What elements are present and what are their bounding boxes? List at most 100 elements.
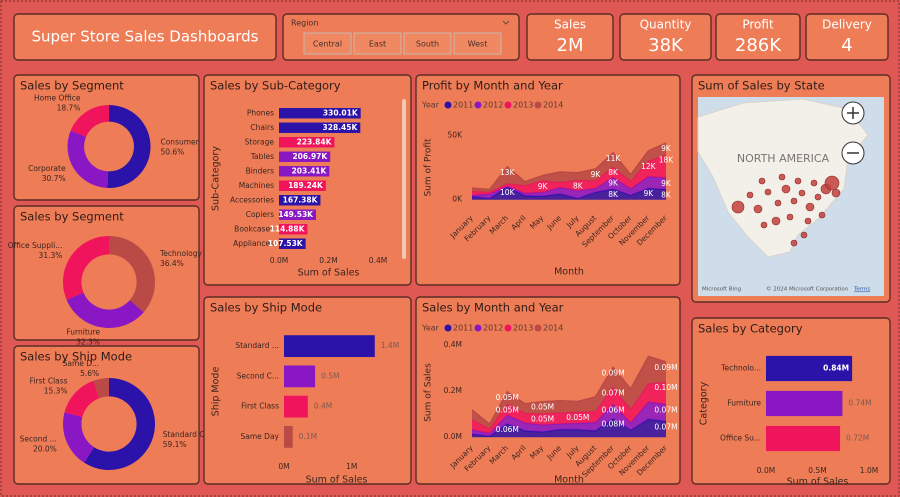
data-label: 9K <box>538 182 549 191</box>
slicer-option[interactable]: South <box>416 40 439 49</box>
legend-label: 2014 <box>543 324 563 333</box>
slice-label: Technology <box>159 249 203 258</box>
bar <box>279 238 306 249</box>
legend-swatch <box>534 324 542 332</box>
donut-slice <box>107 104 151 188</box>
data-label: 11K <box>606 154 622 163</box>
kpi-label: Quantity <box>640 18 692 32</box>
kpi-card <box>805 13 889 61</box>
slice-label: First Class <box>30 376 68 385</box>
map-bubble <box>771 216 781 226</box>
legend-label: 2014 <box>543 101 563 110</box>
map-region-label: NORTH AMERICA <box>737 152 830 165</box>
map-bubble <box>746 191 754 199</box>
area-line <box>471 175 667 196</box>
slice-label: Corporate <box>28 164 66 173</box>
bar <box>279 209 317 220</box>
map-bubble <box>831 188 841 198</box>
data-label: 223.84K <box>297 137 333 146</box>
slice-value: 20.0% <box>33 444 57 453</box>
category-label: Furniture <box>727 399 761 408</box>
slice-label: Same D... <box>63 359 100 368</box>
data-label: 0.74M <box>848 399 871 408</box>
x-tick-label: 0.4M <box>369 256 387 265</box>
data-label: 18K <box>659 156 675 165</box>
data-label: 0.1M <box>299 432 317 441</box>
chart-title: Profit by Month and Year <box>422 79 563 93</box>
scrollbar[interactable] <box>402 99 406 259</box>
y-tick-label: 0.2M <box>444 386 462 395</box>
category-label: Standard ... <box>235 341 279 350</box>
kpi-value: 4 <box>841 35 852 56</box>
data-label: 0.08M <box>602 420 625 429</box>
slice-value: 15.3% <box>44 386 68 395</box>
category-label: First Class <box>241 402 279 411</box>
legend-swatch <box>444 101 452 109</box>
donut-slice <box>64 380 100 417</box>
y-axis-title: Sum of Sales <box>424 363 434 422</box>
data-label: 203.41K <box>292 166 328 175</box>
area <box>472 176 666 199</box>
legend-swatch <box>444 324 452 332</box>
data-label: 9K <box>608 178 619 187</box>
x-tick-label: 0M <box>278 462 289 471</box>
slicer-option[interactable]: Central <box>313 40 342 49</box>
map-bubble <box>764 188 772 196</box>
map-bubble <box>760 221 768 229</box>
category-label: Office Su... <box>720 434 761 443</box>
map-bubble <box>774 199 782 207</box>
area <box>472 402 666 437</box>
y-tick-label: 0.4M <box>444 340 462 349</box>
chart-panel <box>13 74 200 201</box>
slicer-option[interactable]: East <box>369 40 386 49</box>
donut-slice <box>70 105 109 137</box>
bar <box>279 195 321 206</box>
slicer-option[interactable]: West <box>468 40 488 49</box>
donut-slice <box>84 378 156 470</box>
data-label: 0.07M <box>654 422 677 431</box>
kpi-value: 38K <box>648 35 684 56</box>
x-axis-title: Sum of Sales <box>787 477 849 488</box>
slice-value: 32.3% <box>76 337 100 346</box>
x-tick-label: 0.5M <box>808 466 826 475</box>
data-label: 8K <box>608 190 619 199</box>
x-axis-title: Sum of Sales <box>306 475 368 486</box>
data-label: 9K <box>591 170 602 179</box>
dashboard-title: Super Store Sales Dashboards <box>31 28 258 46</box>
data-label: 8K <box>608 168 619 177</box>
map-terms[interactable]: Terms <box>853 287 870 293</box>
legend-label: 2012 <box>483 324 503 333</box>
bar <box>284 425 293 448</box>
map-bubble <box>731 200 745 214</box>
area <box>472 418 666 438</box>
chart-title: Sales by Ship Mode <box>210 301 322 315</box>
map-bubble <box>753 204 763 214</box>
data-label: 0.84M <box>823 364 849 373</box>
data-label: 206.97K <box>292 152 328 161</box>
map-attribution: © 2024 Microsoft Corporation <box>766 286 849 293</box>
data-label: 0.05M <box>531 415 554 424</box>
slicer-title: Region <box>291 19 318 28</box>
data-label: 0.10M <box>654 383 677 392</box>
chart-panel <box>13 345 200 485</box>
map-bubble <box>814 193 822 201</box>
data-label: 107.53K <box>268 239 304 248</box>
bar <box>279 108 361 119</box>
data-label: 0.06M <box>602 405 625 414</box>
slicer-button[interactable] <box>453 32 502 55</box>
kpi-label: Sales <box>554 18 586 32</box>
x-tick-label: 0.0M <box>757 466 775 475</box>
bar <box>284 335 375 358</box>
area <box>472 382 666 434</box>
y-tick-label: 50K <box>448 130 464 139</box>
slicer-button[interactable] <box>403 32 452 55</box>
map-bubble <box>824 175 840 191</box>
slicer-button[interactable] <box>303 32 352 55</box>
data-label: 0.05M <box>496 405 519 414</box>
map-bubble <box>786 213 794 221</box>
data-label: 12K <box>641 162 657 171</box>
map-bubble <box>805 202 815 212</box>
slicer-button[interactable] <box>353 32 402 55</box>
x-tick-label: 1.0M <box>860 466 878 475</box>
